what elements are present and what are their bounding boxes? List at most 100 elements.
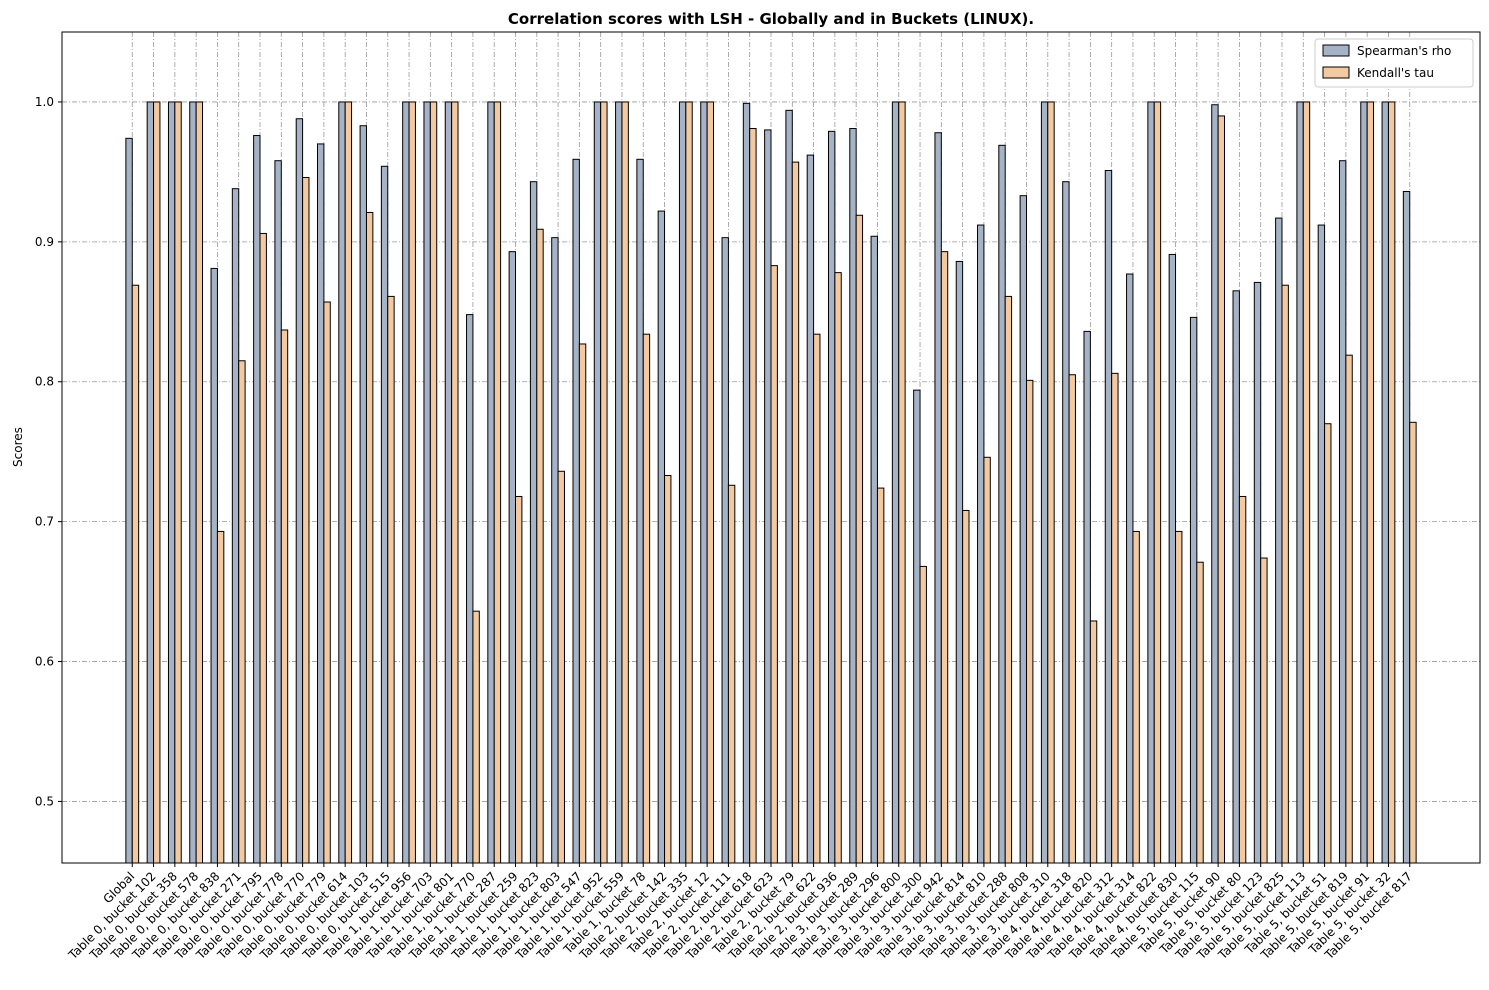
bar bbox=[891, 101, 900, 864]
bar bbox=[1338, 160, 1347, 864]
y-tick-label: 1.0 bbox=[35, 95, 54, 109]
bar bbox=[955, 260, 964, 864]
y-tick-label: 0.5 bbox=[35, 794, 54, 808]
bar bbox=[1040, 101, 1049, 864]
bar bbox=[962, 509, 970, 864]
bar bbox=[1324, 423, 1332, 864]
bar bbox=[408, 101, 416, 864]
bar bbox=[238, 360, 246, 864]
bar bbox=[1004, 295, 1013, 864]
bar bbox=[1260, 557, 1268, 864]
bar bbox=[742, 102, 751, 864]
bar bbox=[195, 101, 204, 864]
bar bbox=[1111, 372, 1119, 864]
bar bbox=[216, 530, 225, 864]
bar bbox=[876, 487, 885, 864]
bar bbox=[834, 272, 842, 864]
bar bbox=[146, 101, 155, 864]
bar bbox=[749, 128, 757, 864]
bar bbox=[1317, 224, 1326, 864]
bar bbox=[280, 329, 289, 864]
bar bbox=[323, 301, 331, 864]
bar bbox=[253, 135, 261, 864]
bar bbox=[1189, 316, 1198, 864]
bar bbox=[1381, 101, 1389, 864]
bar bbox=[1360, 101, 1368, 864]
bar bbox=[189, 101, 197, 864]
bar bbox=[1175, 530, 1183, 864]
bar bbox=[1083, 330, 1091, 864]
bar bbox=[1238, 495, 1247, 864]
bar bbox=[621, 101, 629, 864]
bar bbox=[1068, 374, 1076, 864]
bar bbox=[444, 101, 453, 864]
legend-label: Spearman's rho bbox=[1357, 44, 1451, 58]
bar bbox=[295, 118, 304, 864]
bar bbox=[1211, 104, 1219, 864]
bar bbox=[387, 295, 395, 864]
bar bbox=[870, 235, 878, 864]
bar bbox=[727, 484, 736, 864]
bar bbox=[1132, 530, 1140, 864]
bar bbox=[231, 188, 240, 864]
chart-title: Correlation scores with LSH - Globally a… bbox=[508, 10, 1034, 28]
bar bbox=[429, 101, 438, 864]
bar bbox=[402, 101, 410, 864]
legend-swatch bbox=[1322, 44, 1350, 57]
bar bbox=[125, 137, 133, 864]
bar bbox=[493, 101, 502, 864]
bar bbox=[657, 210, 666, 864]
bar bbox=[259, 232, 267, 864]
bar bbox=[131, 284, 140, 864]
bar bbox=[1019, 195, 1027, 864]
bar bbox=[153, 101, 161, 864]
bar bbox=[487, 101, 495, 864]
bar bbox=[940, 251, 949, 864]
bar bbox=[572, 158, 580, 864]
y-tick-label: 0.8 bbox=[35, 375, 54, 389]
bar bbox=[642, 333, 651, 864]
bar bbox=[636, 158, 644, 864]
bar bbox=[365, 211, 374, 864]
bar bbox=[1281, 284, 1289, 864]
bar bbox=[1025, 379, 1034, 864]
y-tick-label: 0.7 bbox=[35, 515, 54, 529]
bar bbox=[316, 143, 325, 864]
bar bbox=[898, 101, 906, 864]
bar bbox=[1253, 281, 1262, 864]
bar bbox=[1345, 354, 1353, 864]
legend-label: Kendall's tau bbox=[1357, 66, 1434, 80]
bar bbox=[174, 101, 182, 864]
legend-box bbox=[1314, 38, 1474, 88]
bar bbox=[700, 101, 708, 864]
y-tick-label: 0.6 bbox=[35, 655, 54, 669]
bar bbox=[685, 101, 693, 864]
bar bbox=[1147, 101, 1155, 864]
bar bbox=[1062, 181, 1070, 864]
bar bbox=[1387, 101, 1396, 864]
bar bbox=[827, 130, 836, 864]
bar bbox=[593, 101, 602, 864]
bar bbox=[508, 251, 517, 864]
bar bbox=[1047, 101, 1055, 864]
bar bbox=[1232, 290, 1240, 864]
bar bbox=[1217, 115, 1226, 864]
bar bbox=[764, 129, 772, 864]
bar bbox=[983, 456, 991, 864]
bar bbox=[529, 181, 538, 864]
y-axis-label: Scores bbox=[11, 427, 25, 467]
bar bbox=[678, 101, 687, 864]
bar bbox=[1196, 561, 1204, 864]
bar bbox=[536, 228, 544, 864]
plot-frame bbox=[61, 31, 1481, 864]
bar bbox=[1104, 170, 1113, 864]
bar bbox=[451, 101, 459, 864]
bar bbox=[344, 101, 353, 864]
bar bbox=[1168, 253, 1177, 864]
bar bbox=[1153, 101, 1162, 864]
bar bbox=[1275, 217, 1283, 864]
bar bbox=[210, 267, 218, 864]
bar bbox=[664, 474, 672, 864]
bar bbox=[1296, 101, 1304, 864]
bar bbox=[578, 343, 587, 864]
